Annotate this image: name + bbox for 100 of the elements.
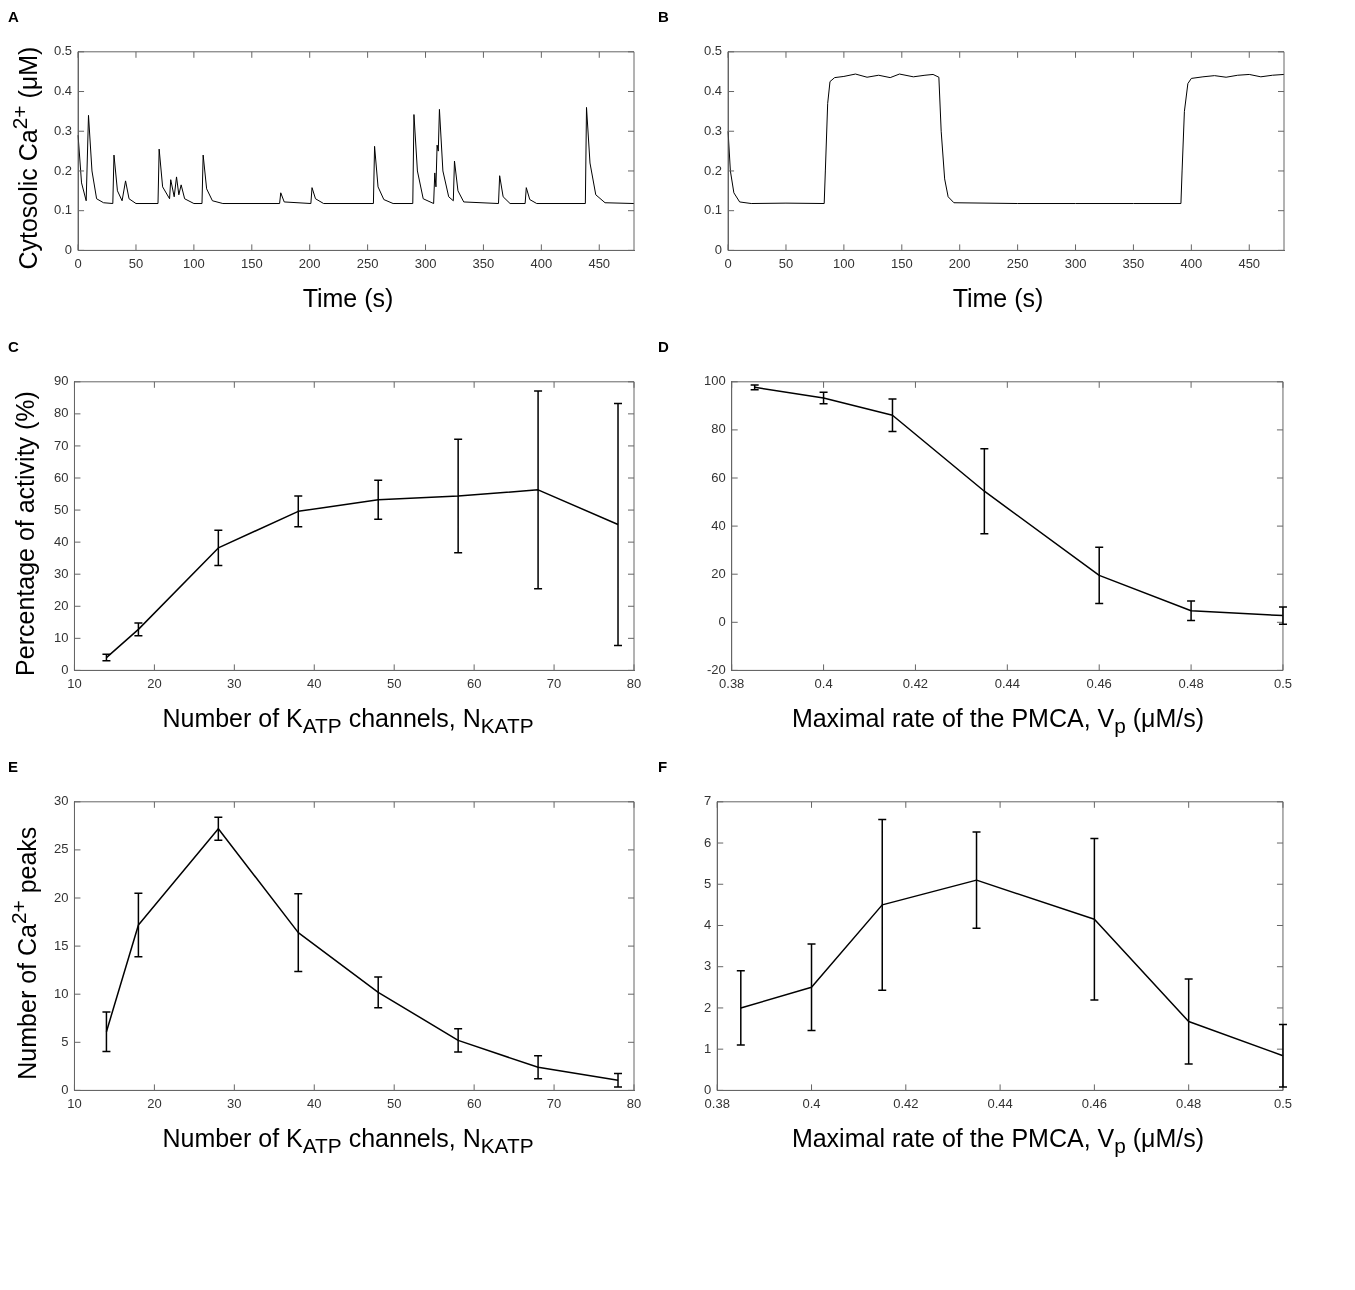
x-tick-label: 300 — [414, 255, 437, 271]
x-axis-title: Time (s) — [951, 284, 1045, 313]
y-tick-label: 0.3 — [703, 122, 723, 138]
y-tick-label: -20 — [706, 661, 726, 677]
x-tick-label: 80 — [626, 1095, 642, 1111]
y-tick-label: 80 — [53, 405, 69, 421]
x-tick-label: 70 — [546, 675, 562, 691]
x-tick-label: 40 — [307, 675, 322, 691]
y-tick-label: 5 — [61, 1033, 69, 1049]
y-tick-label: 3 — [704, 958, 712, 974]
x-axis-title: Number of K$_{ATP}$ channels, N$_{KATP}$ — [161, 1124, 535, 1158]
chart-title: B — [658, 8, 669, 25]
y-tick-label: 20 — [53, 597, 69, 613]
x-tick-label: 30 — [227, 675, 242, 691]
x-tick-label: 40 — [307, 1095, 322, 1111]
y-tick-label: 80 — [711, 421, 726, 437]
y-tick-label: 20 — [711, 565, 726, 581]
y-tick-label: 70 — [53, 437, 69, 453]
y-tick-label: 4 — [704, 917, 712, 933]
x-tick-label: 350 — [472, 255, 495, 271]
y-tick-label: 0.1 — [703, 202, 723, 218]
y-tick-label: 0.5 — [703, 43, 723, 59]
y-tick-label: 15 — [53, 937, 69, 953]
x-tick-label: 0.48 — [1176, 1095, 1202, 1111]
y-tick-label: 1 — [704, 1040, 712, 1056]
x-axis-title: Maximal rate of the PMCA, V$_{p}$ (μM/s) — [790, 704, 1206, 738]
x-tick-label: 150 — [890, 255, 913, 271]
x-tick-label: 100 — [183, 255, 205, 271]
x-tick-label: 50 — [778, 255, 794, 271]
y-axis-title: Percentage of activity (%) — [10, 390, 40, 676]
x-tick-label: 0.5 — [1273, 1095, 1292, 1111]
x-tick-label: 450 — [1238, 255, 1261, 271]
y-tick-label: 0 — [61, 1081, 69, 1097]
x-tick-label: 250 — [1006, 255, 1029, 271]
chart-title: D — [658, 338, 669, 355]
x-tick-label: 0.46 — [1086, 675, 1112, 691]
x-tick-label: 0.48 — [1178, 675, 1204, 691]
x-tick-label: 80 — [626, 675, 642, 691]
x-tick-label: 0.4 — [814, 675, 833, 691]
x-tick-label: 400 — [530, 255, 553, 271]
y-tick-label: 2 — [704, 999, 712, 1015]
y-tick-label: 40 — [711, 517, 726, 533]
x-tick-label: 0.5 — [1273, 675, 1292, 691]
x-tick-label: 300 — [1064, 255, 1087, 271]
y-tick-label: 0 — [64, 241, 73, 257]
x-tick-label: 0.38 — [704, 1095, 730, 1111]
y-tick-label: 0 — [61, 661, 69, 677]
x-tick-label: 50 — [386, 1095, 402, 1111]
y-tick-label: 0 — [714, 241, 723, 257]
y-tick-label: 60 — [53, 469, 69, 485]
x-tick-label: 20 — [147, 1095, 162, 1111]
chart-title: F — [658, 758, 668, 775]
y-tick-label: 0 — [718, 613, 726, 629]
y-tick-label: 20 — [53, 889, 69, 905]
y-tick-label: 0.3 — [53, 122, 73, 138]
y-tick-label: 50 — [53, 501, 69, 517]
y-tick-label: 30 — [53, 793, 69, 809]
y-tick-label: 90 — [53, 373, 69, 389]
x-tick-label: 250 — [356, 255, 379, 271]
x-tick-label: 0.42 — [893, 1095, 919, 1111]
y-tick-label: 10 — [53, 985, 69, 1001]
y-tick-label: 5 — [704, 875, 712, 891]
x-tick-label: 60 — [466, 1095, 482, 1111]
y-tick-label: 0.4 — [703, 83, 723, 99]
y-tick-label: 100 — [703, 373, 726, 389]
x-tick-label: 0.44 — [994, 675, 1020, 691]
x-tick-label: 0.44 — [987, 1095, 1013, 1111]
x-tick-label: 150 — [240, 255, 263, 271]
y-tick-label: 0.4 — [53, 83, 73, 99]
x-tick-label: 0.42 — [902, 675, 929, 691]
x-tick-label: 70 — [546, 1095, 562, 1111]
x-tick-label: 0.4 — [802, 1095, 821, 1111]
y-tick-label: 0.2 — [53, 162, 73, 178]
x-tick-label: 200 — [298, 255, 321, 271]
y-tick-label: 7 — [704, 793, 712, 809]
x-tick-label: 400 — [1180, 255, 1203, 271]
x-tick-label: 0.38 — [719, 675, 745, 691]
chart-title: E — [8, 758, 19, 775]
x-tick-label: 350 — [1122, 255, 1145, 271]
chart-title: C — [8, 338, 19, 355]
x-tick-label: 200 — [948, 255, 971, 271]
x-tick-label: 450 — [588, 255, 611, 271]
y-tick-label: 0 — [704, 1081, 712, 1097]
x-tick-label: 50 — [128, 255, 144, 271]
y-tick-label: 0.1 — [53, 202, 73, 218]
y-tick-label: 30 — [53, 565, 69, 581]
x-axis-title: Time (s) — [301, 284, 395, 313]
x-tick-label: 100 — [833, 255, 855, 271]
y-tick-label: 10 — [53, 629, 69, 645]
y-tick-label: 0.5 — [53, 43, 73, 59]
x-axis-title: Number of K$_{ATP}$ channels, N$_{KATP}$ — [161, 704, 535, 738]
y-tick-label: 6 — [704, 834, 712, 850]
y-tick-label: 0.2 — [703, 162, 723, 178]
x-tick-label: 0.46 — [1081, 1095, 1108, 1111]
x-tick-label: 50 — [386, 675, 402, 691]
y-tick-label: 25 — [53, 841, 69, 857]
y-tick-label: 60 — [711, 469, 726, 485]
y-tick-label: 40 — [53, 533, 69, 549]
x-tick-label: 60 — [466, 675, 482, 691]
x-tick-label: 30 — [227, 1095, 242, 1111]
